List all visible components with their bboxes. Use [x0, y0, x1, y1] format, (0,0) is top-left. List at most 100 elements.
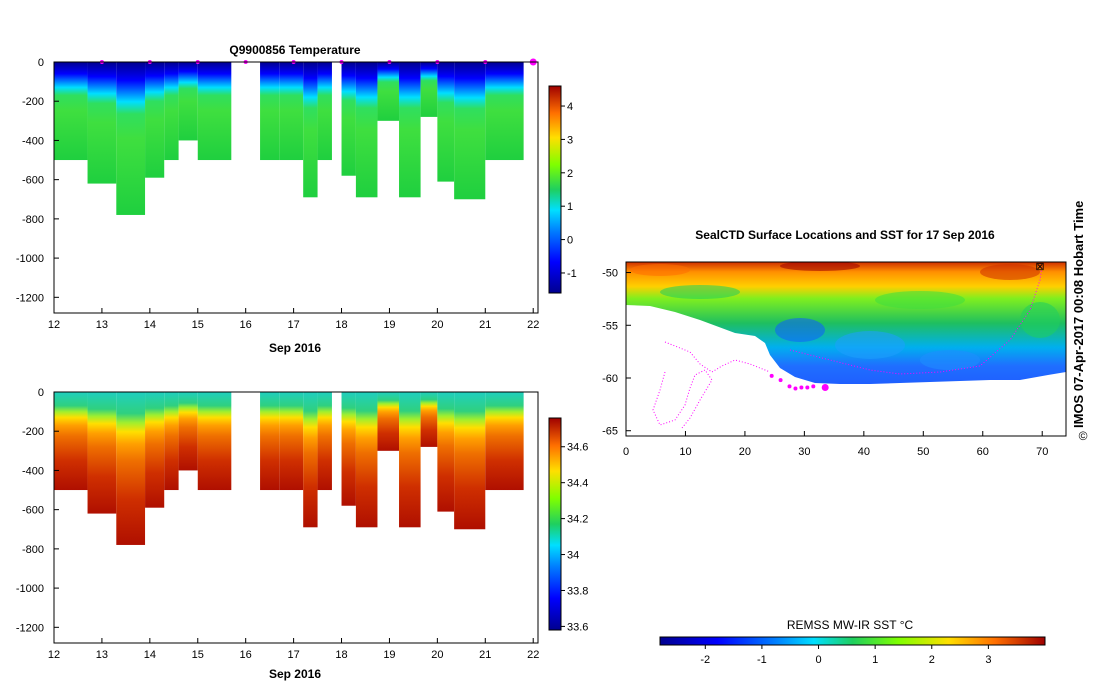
y-tick-label: -200 — [22, 96, 44, 108]
temperature-profile-cells — [54, 62, 524, 215]
profile-cell — [164, 62, 179, 161]
seal-surface-location — [799, 385, 804, 390]
profile-cell — [54, 62, 88, 161]
x-tick-label: 22 — [527, 649, 539, 661]
y-tick-label: -1000 — [16, 583, 44, 595]
colorbar-tick-label: 0 — [567, 235, 573, 247]
profile-cell — [485, 392, 524, 491]
y-tick-label: -600 — [22, 505, 44, 517]
copyright-symbol: © — [1079, 429, 1088, 443]
map-north-marker-icon: ⊠ — [1035, 261, 1044, 273]
x-tick-label: 13 — [96, 319, 108, 331]
x-tick-label: 13 — [96, 649, 108, 661]
temperature-plot-frame — [53, 61, 539, 314]
seal-surface-location — [821, 383, 829, 391]
colorbar-tick-label: 1 — [567, 201, 573, 213]
salinity-section: 12 13 14 15 16 17 18 19 20 21 22 0 -200 -400 -600 -800… — [16, 387, 589, 681]
x-tick-label: 0 — [623, 446, 629, 458]
seal-surface-location — [811, 384, 816, 389]
colorbar-tick-label: -2 — [700, 654, 710, 666]
sst-map-y-ticks: -50 -55 -60 -65 — [602, 268, 631, 438]
y-tick-label: -800 — [22, 544, 44, 556]
temperature-chart-title: Q9900856 Temperature — [229, 43, 361, 57]
profile-cell — [87, 392, 117, 514]
profile-cell — [260, 62, 280, 161]
x-tick-label: 20 — [431, 649, 443, 661]
profile-cell — [399, 62, 421, 198]
x-tick-label: 18 — [335, 319, 347, 331]
x-tick-label: 19 — [383, 319, 395, 331]
temperature-x-ticks: 12 13 14 15 16 17 18 19 20 21 22 — [48, 308, 539, 331]
profile-cell — [279, 392, 304, 491]
x-tick-label: 21 — [479, 319, 491, 331]
x-tick-label: 15 — [192, 649, 204, 661]
profile-cell — [178, 392, 198, 471]
profile-cell — [377, 62, 400, 121]
profile-cell — [164, 392, 179, 491]
y-tick-label: -1000 — [16, 253, 44, 265]
sst-texture — [630, 262, 1060, 370]
colorbar-tick-label: 33.6 — [567, 621, 588, 633]
temperature-section: Q9900856 Temperature 12 13 14 15 16 17 18 19 20 2… — [16, 43, 577, 355]
profile-cell — [54, 392, 88, 491]
x-tick-label: 17 — [287, 319, 299, 331]
x-tick-label: 17 — [287, 649, 299, 661]
sst-map-frame — [625, 261, 1067, 437]
sst-colorbar-label: REMSS MW-IR SST °C — [787, 618, 914, 632]
profile-cell — [260, 392, 280, 491]
profile-cell — [197, 62, 232, 161]
profile-cell — [341, 62, 356, 176]
profile-cell — [454, 392, 486, 530]
colorbar-tick-label: -1 — [567, 268, 577, 280]
y-tick-label: -60 — [602, 373, 618, 385]
sst-colorbar — [659, 636, 1046, 646]
temperature-colorbar-ticks: 4 3 2 1 0 -1 — [561, 101, 577, 280]
profile-cell — [341, 392, 356, 506]
sst-colorbar-ticks: -2 -1 0 1 2 3 — [700, 645, 991, 666]
profile-cell — [145, 392, 165, 508]
y-tick-label: -65 — [602, 426, 618, 438]
x-tick-label: 20 — [739, 446, 751, 458]
x-tick-label: 22 — [527, 319, 539, 331]
colorbar-tick-label: 34.6 — [567, 442, 588, 454]
x-tick-label: 10 — [679, 446, 691, 458]
x-tick-label: 50 — [917, 446, 929, 458]
profile-cell — [485, 62, 524, 161]
seal-surface-location — [805, 385, 810, 390]
colorbar-tick-label: 33.8 — [567, 585, 588, 597]
profile-cell — [178, 62, 198, 141]
seal-surface-location — [778, 378, 783, 383]
profile-cell — [279, 62, 304, 161]
salinity-profile-cells — [54, 392, 524, 545]
seal-surface-location — [769, 373, 774, 378]
profile-cell — [303, 392, 318, 528]
profile-cell — [437, 62, 455, 182]
x-tick-label: 70 — [1036, 446, 1048, 458]
colorbar-tick-label: 2 — [567, 168, 573, 180]
temperature-y-ticks: 0 -200 -400 -600 -800 -1000 -1200 — [16, 57, 59, 304]
y-tick-label: 0 — [38, 57, 44, 69]
y-tick-label: -800 — [22, 214, 44, 226]
profile-cell — [377, 392, 400, 451]
x-tick-label: 18 — [335, 649, 347, 661]
profile-cell — [87, 62, 117, 184]
y-tick-label: -1200 — [16, 292, 44, 304]
seal-trajectory — [652, 265, 1043, 429]
salinity-plot-frame — [53, 391, 539, 644]
y-tick-label: -50 — [602, 268, 618, 280]
x-tick-label: 19 — [383, 649, 395, 661]
y-tick-label: -600 — [22, 175, 44, 187]
colorbar-tick-label: 34 — [567, 550, 579, 562]
colorbar-tick-label: 34.4 — [567, 478, 588, 490]
profile-cell — [303, 62, 318, 198]
colorbar-tick-label: 3 — [985, 654, 991, 666]
profile-cell — [437, 392, 455, 512]
profile-cell — [116, 392, 146, 545]
y-tick-label: 0 — [38, 387, 44, 399]
y-tick-label: -200 — [22, 426, 44, 438]
y-tick-label: -400 — [22, 465, 44, 477]
salinity-colorbar-ticks: 34.6 34.4 34.2 34 33.8 33.6 — [561, 442, 588, 633]
profile-cell — [145, 62, 165, 178]
sst-map-section: SealCTD Surface Locations and SST for 17… — [602, 228, 1067, 666]
